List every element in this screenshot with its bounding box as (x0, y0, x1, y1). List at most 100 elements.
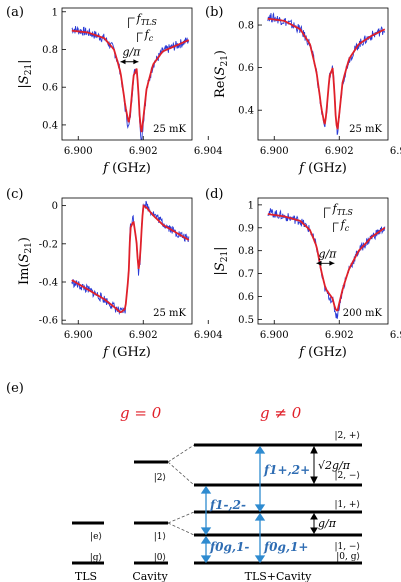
connector-2-plus (167, 444, 195, 463)
label-tls-e: |e⟩ (90, 532, 102, 542)
ytick-label-3-1: 0.6 (238, 292, 254, 303)
ylabel-3: |S21| (213, 246, 230, 275)
ytick-label-1-2: 0.8 (238, 21, 254, 32)
energy-level-diagram: g = 0 g ≠ 0 |e⟩ |g⟩ |2⟩ |1⟩ |0⟩ |2, +⟩ |… (72, 404, 362, 582)
label-cavity-0: |0⟩ (154, 553, 166, 563)
axes-frame-3 (257, 197, 389, 325)
plot-1: 6.900 6.902 6.904 0.4 0.6 0.8 f (GHz) Re(S21) 25… (213, 7, 401, 176)
ytick-label-0-1: 0.6 (42, 83, 58, 94)
annotation-bracket-fc-3 (333, 222, 339, 232)
column-label-tls: TLS (75, 570, 97, 582)
ytick-label-3-3: 0.8 (238, 246, 254, 257)
transition-arrowhead-1minus-2minus-bottom (200, 527, 212, 536)
ytick-label-0-3: 1 (52, 7, 58, 18)
plot-2: 6.900 6.902 6.904 -0.6 -0.4 -0.2 0 f (GHz) Im(S2… (17, 197, 223, 360)
panel-label-e: (e) (6, 381, 24, 396)
transition-label-1minus-2minus: f1-,2- (209, 498, 246, 512)
temperature-label-3: 200 mK (343, 308, 383, 319)
header-g-nonzero: g ≠ 0 (260, 404, 302, 422)
annotation-g-label-3: g/π (318, 247, 337, 260)
annotation-g-arrowhead-left-0 (120, 59, 126, 65)
annotation-g-label-0: g/π (122, 46, 141, 59)
annotation-g-arrowhead-right-3 (329, 260, 335, 266)
label-1-minus: |1, −⟩ (334, 542, 360, 552)
temperature-label-0: 25 mK (153, 124, 186, 135)
axes-frame-0 (61, 7, 193, 141)
xtick-label-0-1: 6.902 (129, 146, 158, 157)
xtick-label-2-1: 6.902 (129, 330, 158, 341)
xtick-label-0-0: 6.900 (64, 146, 93, 157)
ylabel-0: |S21| (17, 59, 34, 88)
splitting-label-1: g/π (318, 517, 337, 530)
transition-arrowhead-1plus-2plus-top (254, 445, 266, 454)
xtick-label-1-2: 6.904 (390, 146, 401, 157)
panel-label-c: (c) (6, 187, 23, 202)
column-label-cavity: Cavity (132, 570, 168, 582)
ytick-label-2-0: -0.6 (39, 316, 58, 327)
xtick-label-0-2: 6.904 (194, 146, 223, 157)
label-0-g: |0, g⟩ (336, 552, 360, 562)
annotation-ftls-0: fTLS (136, 12, 158, 27)
axes-frame-1 (257, 7, 389, 141)
annotation-fc-3: fc (340, 218, 350, 233)
connector-2-minus (167, 461, 195, 486)
plot-0: 6.900 6.902 6.904 0.4 0.6 0.8 1 f (GHz) |S21| 25 … (17, 7, 223, 176)
annotation-bracket-ftls-3 (324, 207, 331, 218)
xlabel-1: f (GHz) (298, 161, 347, 176)
panel-label-d: (d) (205, 187, 223, 202)
ylabel-1: Re(S21) (213, 50, 230, 98)
connector-1-minus (167, 522, 195, 536)
panel-label-b: (b) (205, 5, 223, 20)
splitting-label-2: √2g/π (318, 459, 351, 472)
xlabel-2: f (GHz) (102, 345, 151, 360)
xtick-label-2-0: 6.900 (64, 330, 93, 341)
header-g-zero: g = 0 (120, 404, 162, 422)
splitting-arrowhead-1-bottom (310, 527, 318, 534)
transition-arrowhead-1minus-2minus-top (200, 485, 212, 494)
ytick-label-2-2: -0.2 (39, 239, 58, 250)
splitting-arrowhead-2-bottom (310, 476, 318, 485)
xtick-label-1-1: 6.902 (325, 146, 354, 157)
transition-arrowhead-0g-1plus-bottom (254, 555, 266, 564)
fit-series-1 (267, 17, 386, 130)
xtick-label-1-0: 6.900 (260, 146, 289, 157)
temperature-label-1: 25 mK (349, 124, 382, 135)
ytick-label-0-2: 0.8 (42, 45, 58, 56)
annotation-ftls-3: fTLS (332, 202, 354, 217)
splitting-arrowhead-2-top (310, 445, 318, 454)
xtick-label-2-2: 6.904 (194, 330, 223, 341)
annotation-bracket-fc-0 (137, 32, 143, 42)
ytick-label-3-0: 0.5 (238, 315, 254, 326)
data-series-2 (71, 200, 190, 316)
transition-arrowhead-1plus-2plus-bottom (254, 504, 266, 513)
axes-frame-2 (61, 197, 193, 325)
xlabel-3: f (GHz) (298, 345, 347, 360)
annotation-g-arrowhead-right-0 (133, 59, 139, 65)
transition-label-1plus-2plus: f1+,2+ (263, 463, 310, 477)
connector-1-plus (167, 511, 195, 524)
ytick-label-1-0: 0.4 (238, 106, 254, 117)
ylabel-2: Im(S21) (17, 237, 34, 285)
ytick-label-3-5: 1 (248, 200, 254, 211)
transition-arrowhead-0g-1minus-top (200, 535, 212, 544)
label-cavity-1: |1⟩ (154, 532, 166, 542)
fit-series-3 (267, 213, 386, 312)
xtick-label-3-0: 6.900 (260, 330, 289, 341)
column-label-tls-cavity: TLS+Cavity (245, 570, 313, 582)
label-tls-g: |g⟩ (90, 553, 102, 563)
ytick-label-3-2: 0.7 (238, 269, 254, 280)
label-cavity-2: |2⟩ (154, 473, 166, 483)
ytick-label-2-1: -0.4 (39, 278, 58, 289)
xtick-label-3-1: 6.902 (325, 330, 354, 341)
ytick-label-2-3: 0 (52, 201, 58, 212)
label-1-plus: |1, +⟩ (334, 500, 360, 510)
transition-arrowhead-0g-1plus-top (254, 512, 266, 521)
label-2-plus: |2, +⟩ (334, 431, 360, 441)
xtick-label-3-2: 6.904 (390, 330, 401, 341)
xlabel-0: f (GHz) (102, 161, 151, 176)
transition-label-0g-1plus: f0g,1+ (263, 540, 308, 554)
fit-series-0 (71, 29, 190, 133)
ytick-label-1-1: 0.6 (238, 63, 254, 74)
temperature-label-2: 25 mK (153, 308, 186, 319)
